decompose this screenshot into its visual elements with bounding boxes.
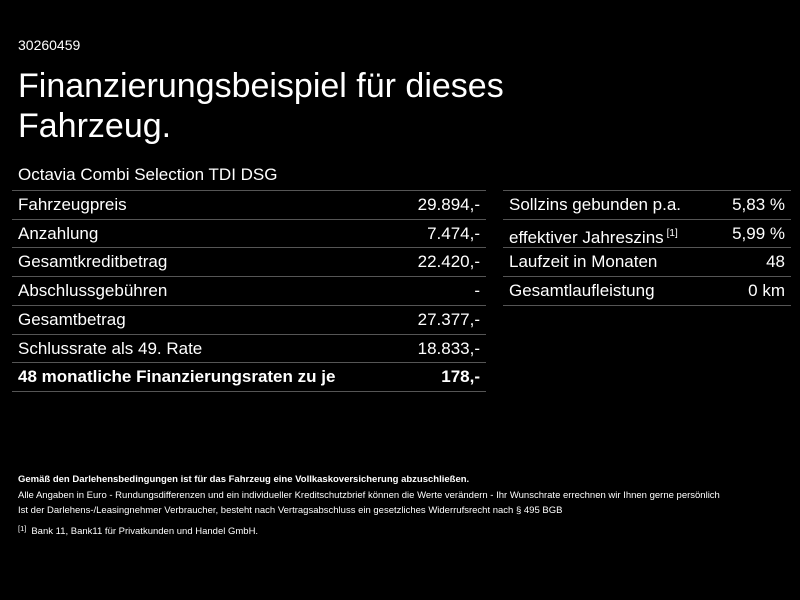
- table-row: Gesamtlaufleistung 0 km: [503, 276, 791, 307]
- footer-line: Alle Angaben in Euro - Rundungsdifferenz…: [18, 490, 720, 501]
- row-value: -: [474, 281, 480, 301]
- label-text: effektiver Jahreszins: [509, 227, 664, 247]
- row-label: 48 monatliche Finanzierungsraten zu je: [18, 363, 335, 391]
- table-row: Abschlussgebühren -: [12, 276, 486, 305]
- row-value: 5,83 %: [732, 195, 785, 214]
- row-value: 27.377,-: [417, 309, 480, 329]
- label-text: Sollzins gebunden p.a.: [509, 195, 682, 214]
- note-marker: [1]: [666, 227, 678, 239]
- table-row: Gesamtkreditbetrag 22.420,-: [12, 247, 486, 276]
- table-row: Gesamtbetrag 27.377,-: [12, 304, 486, 334]
- row-value: 7.474,-: [427, 223, 480, 243]
- row-value: 0 km: [748, 281, 785, 301]
- row-label: Fahrzeugpreis: [18, 191, 127, 219]
- row-value: 5,99 %: [732, 223, 785, 243]
- footnote: [1] Bank 11, Bank11 für Privatkunden und …: [18, 524, 258, 537]
- vehicle-id: 30260459: [18, 37, 81, 53]
- row-value: 29.894,-: [417, 195, 480, 214]
- footnote-text: Bank 11, Bank11 für Privatkunden und Han…: [31, 526, 259, 537]
- row-value: 48: [766, 252, 785, 272]
- row-value: 22.420,-: [417, 252, 480, 272]
- notice: Gemäß den Darlehensbedingungen ist für d…: [18, 474, 470, 485]
- label-text: Anzahlung: [18, 223, 99, 243]
- row-label: Anzahlung: [18, 220, 98, 248]
- footnote-marker: [1]: [18, 524, 27, 533]
- label-text: Abschlussgebühren: [18, 281, 168, 301]
- row-value: 18.833,-: [417, 338, 480, 358]
- row-label: Gesamtlaufleistung: [509, 277, 655, 305]
- row-value: 178,-: [441, 367, 480, 387]
- row-label: Laufzeit in Monaten: [509, 248, 657, 276]
- label-text: Laufzeit in Monaten: [509, 252, 658, 272]
- row-label: Schlussrate als 49. Rate: [18, 335, 202, 363]
- table-row: Sollzins gebunden p.a. 5,83 %: [503, 190, 791, 219]
- row-label: Sollzins gebunden p.a.: [509, 191, 681, 219]
- table-row: effektiver Jahreszins [1] 5,99 %: [503, 218, 791, 248]
- row-label: effektiver Jahreszins [1]: [509, 220, 678, 252]
- title: Finanzierungsbeispiel für dieses Fahrzeu…: [18, 67, 504, 145]
- table-row: Fahrzeugpreis 29.894,-: [12, 190, 486, 219]
- row-label: Abschlussgebühren: [18, 277, 167, 305]
- footer-line: Ist der Darlehens-/Leasingnehmer Verbrau…: [18, 505, 563, 516]
- table-row: Laufzeit in Monaten 48: [503, 247, 791, 276]
- table-row: Schlussrate als 49. Rate 18.833,-: [12, 333, 486, 363]
- label-text: Gesamtlaufleistung: [509, 281, 655, 301]
- table-row: Anzahlung 7.474,-: [12, 218, 486, 248]
- subtitle: Octavia Combi Selection TDI DSG: [18, 165, 278, 184]
- row-label: Gesamtkreditbetrag: [18, 248, 167, 276]
- label-text: Gesamtbetrag: [18, 309, 126, 329]
- label-text: Gesamtkreditbetrag: [18, 252, 168, 272]
- table-row: 48 monatliche Finanzierungsraten zu je 17…: [12, 362, 486, 393]
- label-text: Fahrzeugpreis: [18, 195, 127, 214]
- label-text: Schlussrate als 49. Rate: [18, 338, 203, 358]
- row-label: Gesamtbetrag: [18, 306, 126, 334]
- label-text: 48 monatliche Finanzierungsraten zu je: [18, 367, 336, 387]
